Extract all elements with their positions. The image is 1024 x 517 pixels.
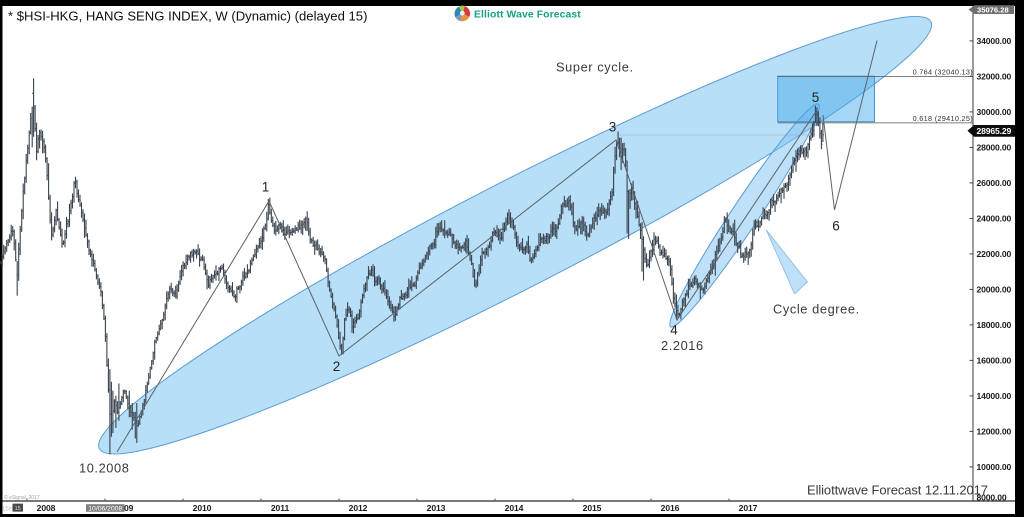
svg-text:© eSignal, 2017: © eSignal, 2017 — [4, 494, 40, 501]
svg-text:26000.00: 26000.00 — [977, 178, 1012, 188]
svg-text:35076.28: 35076.28 — [977, 5, 1009, 14]
svg-text:Elliottwave Forecast 12.11.201: Elliottwave Forecast 12.11.2017 — [807, 483, 988, 498]
svg-text:2017: 2017 — [739, 503, 758, 513]
svg-text:2012: 2012 — [349, 503, 368, 513]
svg-text:30000.00: 30000.00 — [977, 107, 1012, 117]
svg-text:34000.00: 34000.00 — [977, 36, 1012, 46]
svg-text:15: 15 — [15, 506, 21, 512]
svg-text:2: 2 — [333, 359, 341, 374]
svg-text:3: 3 — [609, 120, 617, 135]
svg-text:2013: 2013 — [427, 503, 446, 513]
svg-text:12000.00: 12000.00 — [977, 427, 1012, 437]
svg-text:14000.00: 14000.00 — [977, 391, 1012, 401]
svg-text:* $HSI-HKG, HANG SENG INDEX, W: * $HSI-HKG, HANG SENG INDEX, W (Dynamic)… — [8, 9, 367, 24]
svg-text:28965.29: 28965.29 — [977, 126, 1012, 136]
svg-text:0.618 (29410.25): 0.618 (29410.25) — [913, 114, 973, 123]
svg-text:22000.00: 22000.00 — [977, 249, 1012, 259]
svg-text:6: 6 — [832, 219, 840, 234]
svg-text:8000.00: 8000.00 — [977, 493, 1007, 503]
svg-text:10/06/2008: 10/06/2008 — [88, 505, 122, 512]
svg-text:0.764 (32040.13): 0.764 (32040.13) — [913, 67, 973, 76]
svg-text:20000.00: 20000.00 — [977, 285, 1012, 295]
svg-text:15m: 15m — [2, 507, 14, 513]
svg-text:2010: 2010 — [193, 503, 212, 513]
svg-text:2.2016: 2.2016 — [661, 338, 704, 353]
svg-text:10.2008: 10.2008 — [79, 461, 129, 476]
svg-text:2011: 2011 — [271, 503, 290, 513]
svg-text:2014: 2014 — [505, 503, 524, 513]
svg-text:2015: 2015 — [583, 503, 602, 513]
svg-text:16000.00: 16000.00 — [977, 356, 1012, 366]
svg-text:Cycle degree.: Cycle degree. — [773, 302, 860, 317]
svg-text:1: 1 — [262, 180, 270, 195]
svg-text:28000.00: 28000.00 — [977, 143, 1012, 153]
svg-text:4: 4 — [670, 323, 678, 338]
svg-text:2008: 2008 — [37, 503, 56, 513]
svg-text:Elliott Wave Forecast: Elliott Wave Forecast — [474, 10, 581, 21]
svg-text:Super cycle.: Super cycle. — [556, 59, 634, 74]
svg-text:10000.00: 10000.00 — [977, 462, 1012, 472]
svg-text:18000.00: 18000.00 — [977, 320, 1012, 330]
svg-text:32000.00: 32000.00 — [977, 72, 1012, 82]
svg-text:24000.00: 24000.00 — [977, 214, 1012, 224]
svg-text:5: 5 — [812, 90, 820, 105]
svg-text:2016: 2016 — [661, 503, 680, 513]
